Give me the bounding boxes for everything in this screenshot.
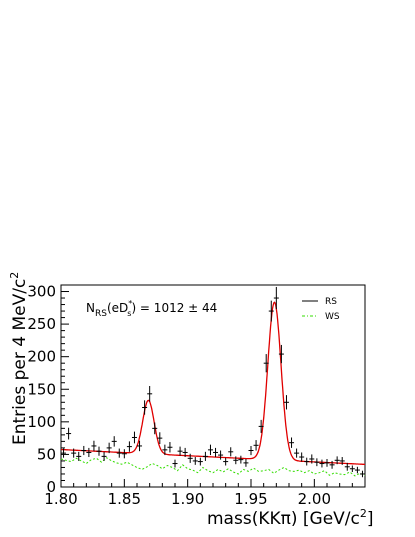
rs-point (218, 450, 224, 460)
rs-point (289, 437, 295, 448)
legend: RS WS (302, 297, 340, 322)
annot-n-sub: RS (95, 309, 107, 319)
legend-ws-label: WS (325, 312, 340, 322)
rs-point (81, 445, 87, 456)
rs-point (86, 447, 92, 458)
rs-point (162, 444, 168, 456)
y-axis-title-text: Entries per 4 MeV/c (10, 279, 30, 445)
rs-point (248, 445, 254, 456)
y-tick-label: 0 (46, 478, 56, 496)
rs-point (294, 448, 300, 458)
axis-ticks (60, 291, 366, 488)
rs-point (213, 447, 219, 458)
rs-point (273, 286, 279, 310)
fit-curve (60, 301, 365, 466)
rs-point (263, 354, 269, 373)
rs-point (228, 447, 234, 457)
y-tick-label: 50 (37, 445, 56, 463)
rs-point (182, 447, 188, 458)
rs-point (106, 442, 112, 454)
rs-point (101, 451, 107, 461)
rs-point (111, 436, 117, 447)
signal-yield-annotation: NRS(eD* s) = 1012 ± 44 (86, 299, 217, 319)
x-axis-title-end: ] (367, 509, 374, 529)
rs-point (197, 457, 203, 466)
rs-point (71, 448, 77, 458)
rs-point (354, 466, 360, 474)
x-tick-label: 2.00 (298, 490, 331, 508)
y-axis-title-sup: 2 (8, 272, 21, 279)
rs-point (116, 448, 122, 458)
rs-point (131, 431, 137, 444)
rs-point (167, 442, 173, 453)
rs-point (344, 462, 350, 471)
rs-point (253, 440, 259, 451)
rs-point (309, 454, 315, 464)
annot-close: ) = 1012 ± 44 (131, 301, 217, 315)
y-axis-title: Entries per 4 MeV/c2 (8, 272, 30, 445)
rs-point (121, 449, 127, 459)
rs-point (304, 457, 310, 466)
x-tick-label: 1.80 (44, 490, 77, 508)
x-tick-label: 1.90 (171, 490, 204, 508)
rs-point (329, 460, 335, 469)
rs-point (349, 465, 355, 473)
rs-point (126, 441, 132, 452)
rs-point (258, 419, 264, 433)
ws-series (60, 457, 366, 477)
rs-point (233, 456, 239, 465)
rs-point (202, 451, 208, 461)
rs-point (278, 344, 284, 364)
x-tick-labels: 1.80 1.85 1.90 1.95 2.00 (44, 490, 331, 508)
y-tick-label: 300 (27, 283, 56, 301)
rs-point (66, 427, 72, 440)
rs-point (172, 459, 178, 468)
fit-curve-layer (60, 301, 365, 466)
rs-point (91, 440, 97, 452)
x-tick-label: 1.95 (234, 490, 267, 508)
legend-rs-label: RS (325, 297, 337, 307)
rs-point (238, 455, 244, 464)
rs-point (359, 470, 365, 478)
rs-point (187, 453, 193, 463)
rs-point (339, 457, 345, 465)
rs-point (268, 300, 274, 322)
rs-point (299, 452, 305, 462)
rs-point (283, 395, 289, 410)
y-tick-label: 250 (27, 315, 56, 333)
rs-point (243, 458, 249, 467)
rs-point (137, 440, 143, 452)
rs-point (76, 451, 82, 461)
x-axis-title-text: mass(KKπ) [GeV/c (207, 509, 360, 529)
rs-point (314, 458, 320, 467)
rs-point (324, 458, 330, 467)
y-tick-label: 200 (27, 348, 56, 366)
annot-open: (eD (107, 301, 128, 315)
rs-point (147, 386, 153, 402)
y-tick-label: 150 (27, 380, 56, 398)
annot-d-sup: * (128, 299, 132, 308)
annot-n: N (86, 301, 95, 315)
ws-line (60, 457, 366, 477)
rs-point (192, 457, 198, 465)
rs-point (61, 448, 67, 458)
x-axis-title-sup: 2 (360, 507, 367, 520)
y-tick-labels: 0 50 100 150 200 250 300 (27, 283, 56, 496)
y-tick-label: 100 (27, 413, 56, 431)
rs-point (142, 400, 148, 415)
x-tick-label: 1.85 (108, 490, 141, 508)
rs-point (152, 422, 158, 435)
rs-point (207, 444, 213, 456)
x-axis-title: mass(KKπ) [GeV/c2] (207, 507, 374, 529)
rs-point (319, 459, 325, 468)
rs-point (96, 446, 102, 456)
rs-point (177, 446, 183, 456)
rs-point (334, 456, 340, 465)
rs-point (223, 457, 229, 466)
rs-point (157, 432, 163, 444)
annot-d-sub: s (127, 309, 131, 318)
rs-series (61, 286, 365, 478)
